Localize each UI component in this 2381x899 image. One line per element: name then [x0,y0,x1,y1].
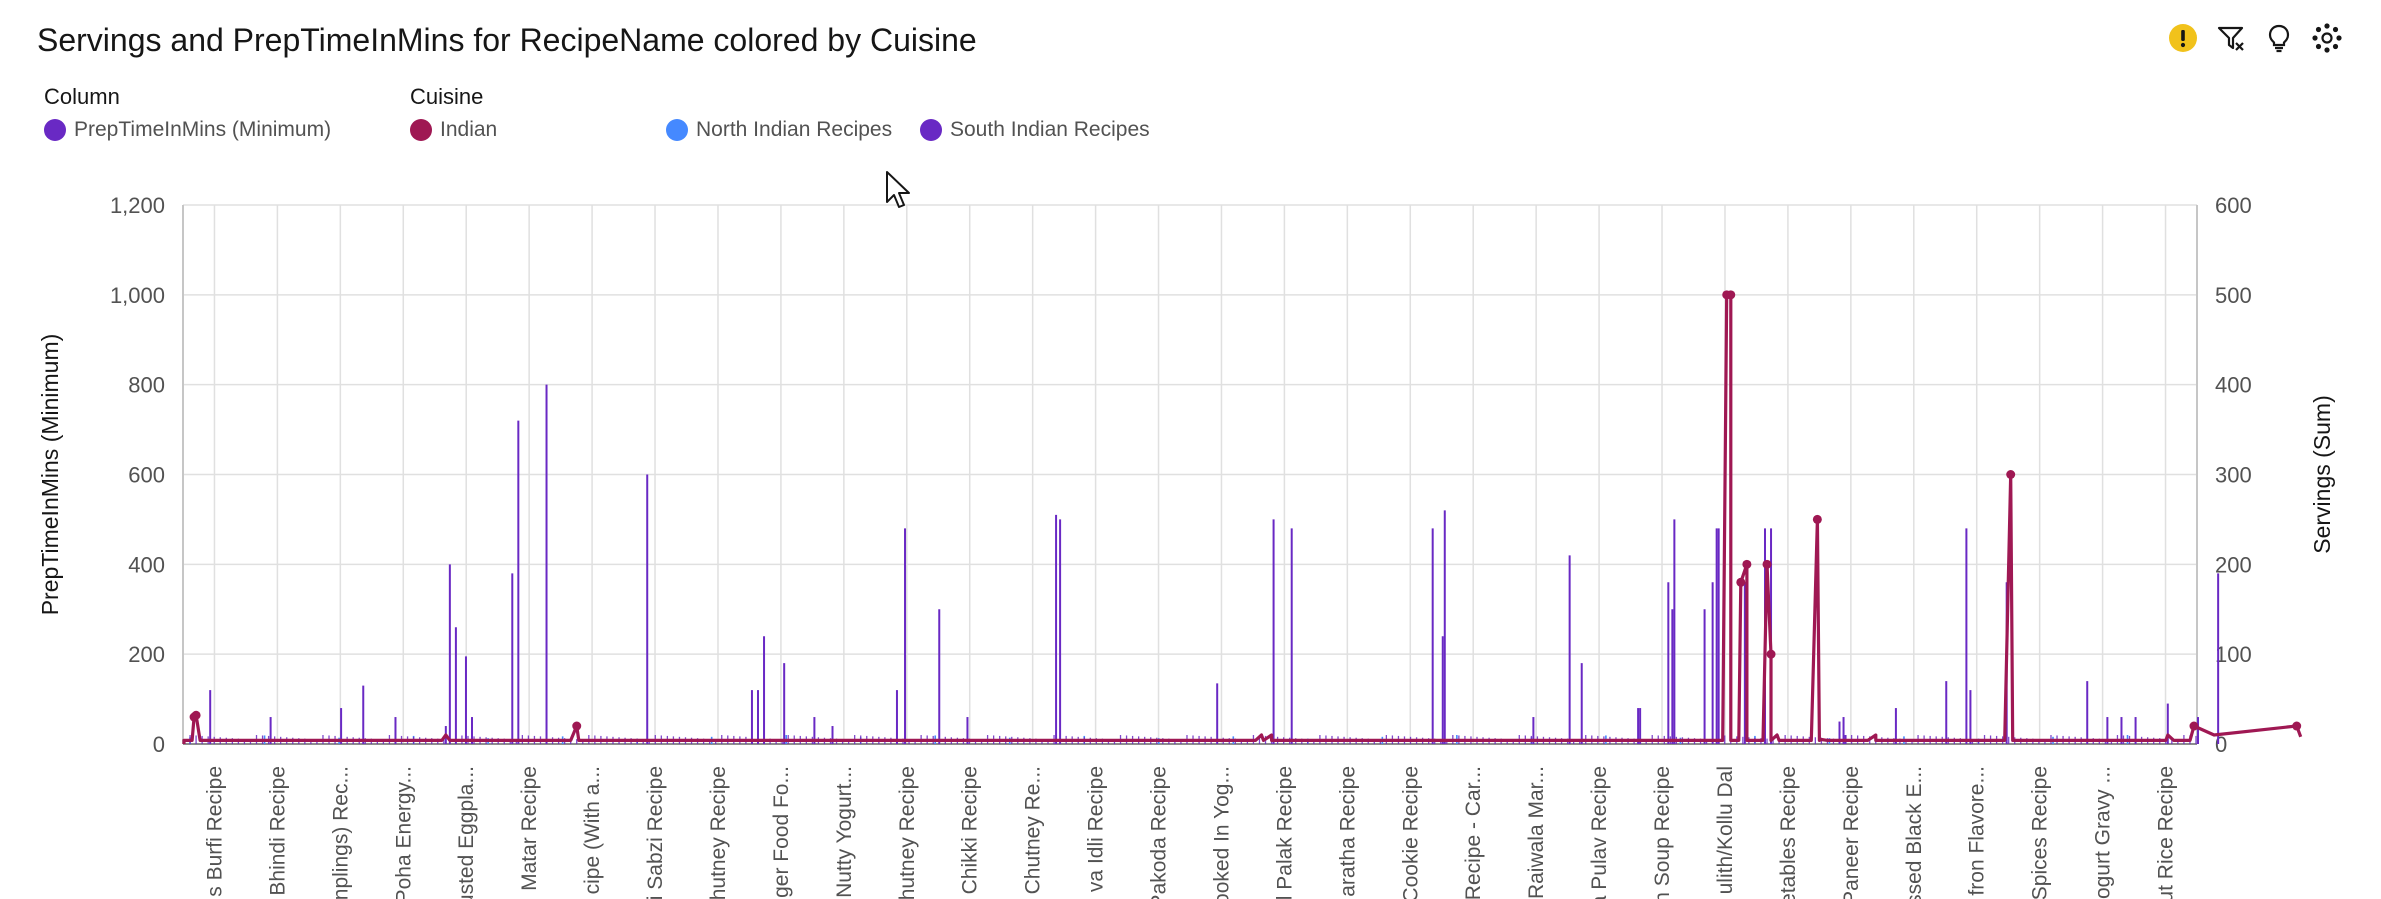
y2-tick-label: 400 [2215,373,2252,398]
point-indian [1812,514,1822,524]
legend-group-cuisine: Cuisine Indian North Indian Recipes Sout… [410,84,1150,141]
y-tick-label: 800 [128,373,165,398]
legend-item-north-indian[interactable]: North Indian Recipes [666,118,892,142]
y-tick-label: 200 [128,642,165,667]
y2-tick-label: 300 [2215,463,2252,488]
legend-label: North Indian Recipes [696,118,893,141]
legend-group-column: Column PrepTimeInMins (Minimum) [44,84,331,141]
legend-item-indian[interactable]: Indian [410,118,497,142]
x-tick-label: Chutney Re... [1022,766,1045,894]
x-tick-label: ger Food Fo... [770,766,793,898]
y2-tick-label: 600 [2215,193,2252,218]
legend-swatch [666,119,688,141]
x-tick-label: cipe (With a... [581,766,604,894]
x-tick-label: hutney Recipe [896,766,919,899]
x-tick-label: ogurt Gravy ... [2092,766,2115,899]
x-tick-label: fron Flavore... [1966,766,1989,896]
x-tick-label: Bhindi Recipe [266,766,289,896]
legend-label: South Indian Recipes [950,118,1150,141]
y2-tick-label: 100 [2215,642,2252,667]
x-tick-label: va Idli Recipe [1085,766,1108,892]
legend-title-cuisine: Cuisine [410,84,484,109]
point-indian [191,710,201,720]
point-indian [2189,721,2199,731]
x-tick-label: Poha Energy... [392,766,415,899]
legend-swatch [44,119,66,141]
y2-tick-label: 500 [2215,283,2252,308]
legend-label: Indian [440,118,498,141]
y-tick-label: 1,200 [110,193,165,218]
point-indian [1766,649,1776,659]
x-tick-label: hutney Recipe [707,766,730,899]
point-indian [1736,577,1746,587]
x-tick-label: Chikki Recipe [959,766,982,894]
legend-label: PrepTimeInMins (Minimum) [74,118,332,141]
x-tick-label: Cookie Recipe [1399,766,1422,899]
x-tick-label: Spices Recipe [2029,766,2052,899]
chart-title: Servings and PrepTimeInMins for RecipeNa… [37,22,977,58]
x-tick-label: ulith/Kollu Dal [1714,766,1737,894]
x-tick-label: a Pulav Recipe [1588,766,1611,899]
x-tick-label: Matar Recipe [518,766,541,891]
x-tick-label: etables Recipe [1777,766,1800,899]
x-tick-label: i Sabzi Recipe [644,766,667,899]
y2-axis-title: Servings (Sum) [2309,395,2335,553]
x-tick-label: Pakoda Recipe [1148,766,1171,899]
x-tick-label: s Burfi Recipe [203,766,226,897]
y-tick-label: 1,000 [110,283,165,308]
x-tick-label: usted Eggpla... [455,766,478,899]
x-tick-label: Recipe - Car... [1462,766,1485,899]
y-axis-title: PrepTimeInMins (Minimum) [37,334,63,616]
mouse-cursor-icon [886,171,910,208]
y-tick-label: 600 [128,463,165,488]
line-indian [182,293,2303,744]
x-tick-label: Nutty Yogurt... [833,766,856,898]
x-tick-label: Paneer Recipe [1840,766,1863,899]
x-tick-label: ssed Black E... [1903,766,1926,899]
point-indian [1742,559,1752,569]
x-tick-label: ooked In Yog... [1210,766,1233,899]
legend-item-preptime[interactable]: PrepTimeInMins (Minimum) [44,118,331,142]
settings-icon[interactable] [2311,22,2343,54]
point-indian [572,721,582,731]
legend-title-column: Column [44,84,120,109]
warning-icon[interactable] [2167,22,2199,54]
y-tick-label: 400 [128,552,165,577]
point-indian [1762,559,1772,569]
point-indian [1726,290,1736,300]
x-tick-label: aratha Recipe [1336,766,1359,897]
x-tick-label: l Palak Recipe [1273,766,1296,899]
x-tick-label: n Soup Recipe [1651,766,1674,899]
x-tick-label: Raiwala Mar... [1525,766,1548,899]
filter-icon[interactable] [2215,22,2247,54]
legend-swatch [410,119,432,141]
legend-swatch [920,119,942,141]
x-tick-label: nplings) Rec... [329,766,352,899]
chart-toolbar [2167,22,2343,54]
point-indian [2292,721,2302,731]
y2-tick-label: 200 [2215,552,2252,577]
x-tick-label: ut Rice Recipe [2155,766,2178,899]
point-indian [2006,470,2016,479]
y-tick-label: 0 [153,732,165,757]
legend-item-south-indian[interactable]: South Indian Recipes [920,118,1150,142]
lightbulb-icon[interactable] [2263,22,2295,54]
